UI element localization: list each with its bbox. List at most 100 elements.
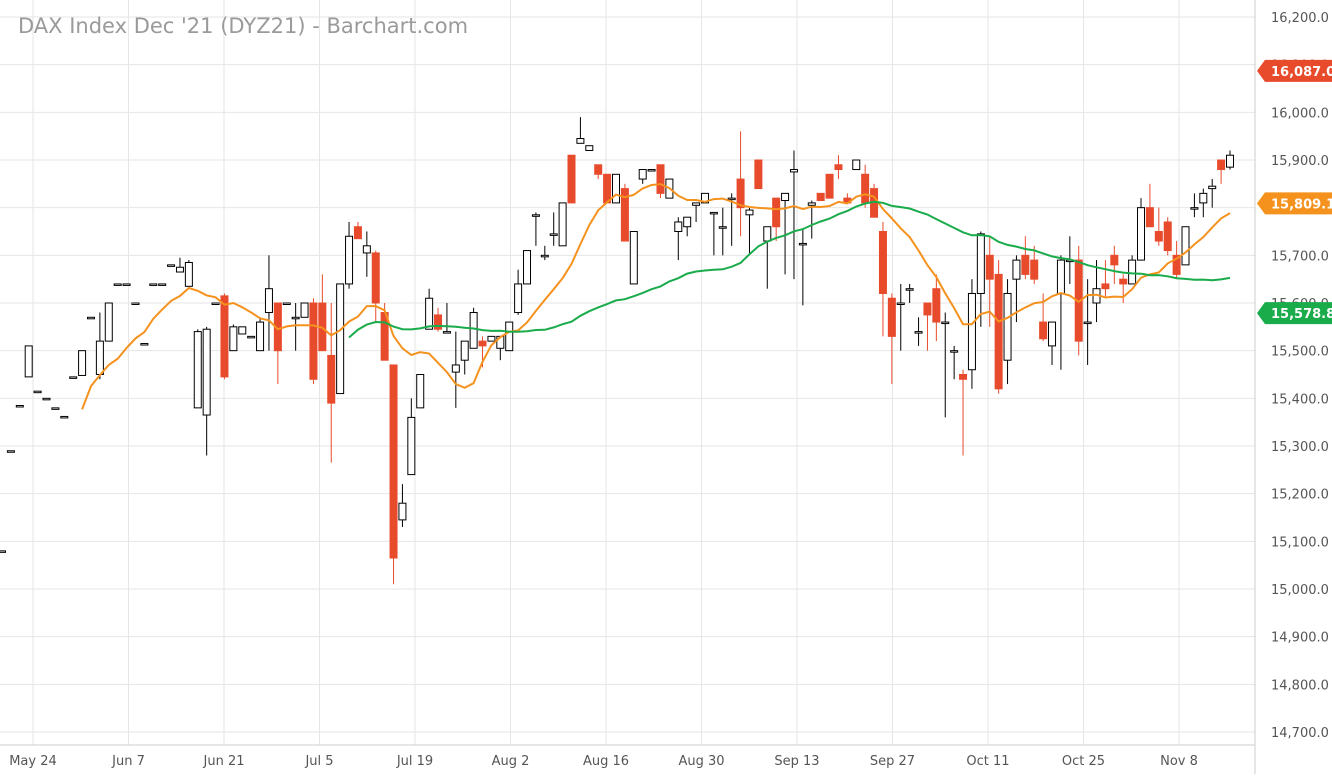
candle-body [807, 202, 816, 206]
candle-body [86, 316, 95, 320]
candle-body [42, 397, 51, 401]
x-tick-label: Aug 16 [583, 754, 629, 769]
x-tick-label: Aug 30 [678, 754, 724, 769]
candle-body [1163, 221, 1172, 252]
candle-body [1048, 321, 1057, 347]
x-tick-label: May 24 [9, 754, 57, 769]
candle-body [407, 416, 416, 476]
y-tick-label: 15,900.0 [1271, 154, 1329, 169]
candle-body [896, 302, 905, 305]
candle-body [683, 216, 692, 228]
y-axis: 16,200.016,100.016,000.015,900.015,800.0… [1254, 0, 1329, 774]
candle-body [754, 159, 763, 190]
candle-body [620, 188, 629, 242]
candle-body [0, 550, 6, 553]
y-tick-label: 15,500.0 [1271, 345, 1329, 360]
candle-body [353, 226, 362, 240]
ma-short-line [81, 183, 1231, 410]
candle-body [291, 316, 300, 320]
candle-body [122, 283, 131, 286]
candle-body [69, 376, 78, 379]
candle-body [638, 169, 647, 180]
candle-body [247, 335, 256, 339]
candle-body [1101, 283, 1110, 290]
candle-body [1119, 278, 1128, 285]
candle-body [229, 326, 238, 352]
candle-body [647, 169, 656, 172]
candle-body [1181, 226, 1190, 266]
candle-body [264, 288, 273, 314]
candle-body [878, 231, 887, 294]
candle-body [914, 331, 923, 334]
candle-body [1003, 292, 1012, 361]
candle-body [789, 169, 798, 173]
candle-body [149, 283, 158, 286]
candle-body [1190, 207, 1199, 210]
candle-body [51, 407, 60, 410]
candle-body [994, 273, 1003, 390]
candle-body [763, 226, 772, 242]
candle-body [104, 302, 113, 342]
candle-body [576, 138, 585, 144]
candle-body [140, 343, 149, 346]
candle-body [825, 173, 834, 199]
candle-body [959, 374, 968, 380]
candle-body [184, 261, 193, 287]
y-tick-label: 15,100.0 [1271, 535, 1329, 550]
candle-body [193, 331, 202, 409]
candle-body [531, 214, 540, 217]
candle-body [1110, 254, 1119, 266]
grid-lines [0, 0, 1255, 745]
candle-body [1137, 207, 1146, 261]
y-tick-label: 14,800.0 [1271, 678, 1329, 693]
candle-body [211, 302, 220, 305]
candle-body [371, 252, 380, 304]
candle-body [887, 297, 896, 337]
x-tick-label: Jun 7 [111, 754, 145, 769]
y-tick-label: 16,200.0 [1271, 11, 1329, 26]
candle-body [718, 226, 727, 229]
candle-body [362, 245, 371, 254]
candle-body [24, 345, 33, 378]
candle-body [398, 502, 407, 521]
candle-body [523, 250, 532, 285]
candle-body [594, 164, 603, 175]
y-tick-label: 15,200.0 [1271, 488, 1329, 503]
candle-body [416, 374, 425, 409]
candle-body [514, 283, 523, 314]
candle-body [852, 159, 861, 171]
candles [0, 117, 1234, 585]
candle-body [238, 326, 247, 335]
candle-body [1172, 254, 1181, 275]
candle-body [567, 154, 576, 204]
candle-body [950, 350, 959, 353]
y-tick-label: 15,000.0 [1271, 583, 1329, 598]
candle-body [220, 295, 229, 378]
candle-body [1208, 185, 1217, 190]
candle-body [487, 335, 496, 342]
price-tag-label: 16,087.0 [1271, 65, 1332, 80]
moving-averages [81, 183, 1231, 410]
x-tick-label: Oct 25 [1062, 754, 1105, 769]
candle-body [78, 350, 87, 376]
candle-body [549, 233, 558, 236]
candle-body [985, 254, 994, 280]
candle-body [478, 340, 487, 347]
x-tick-label: Oct 11 [966, 754, 1009, 769]
candle-body [175, 266, 184, 273]
candle-body [585, 145, 594, 151]
candle-body [33, 390, 42, 394]
candle-body [451, 364, 460, 373]
candle-body [158, 283, 167, 286]
candle-body [967, 292, 976, 371]
candle-body [1154, 231, 1163, 242]
candle-body [336, 283, 345, 395]
candle-body [1226, 154, 1234, 168]
candle-body [656, 164, 665, 194]
candle-body [460, 340, 469, 361]
candle-body [167, 264, 176, 267]
candle-body [1083, 321, 1092, 325]
candle-body [558, 202, 567, 247]
